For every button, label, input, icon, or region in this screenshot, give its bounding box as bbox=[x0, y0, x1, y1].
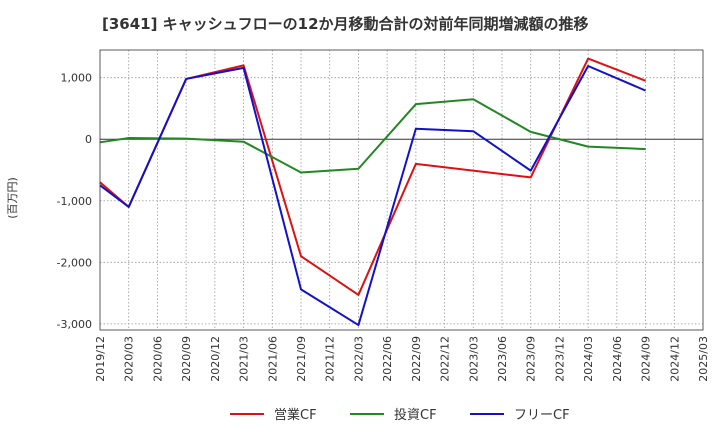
x-tick-label: 2021/09 bbox=[295, 336, 308, 382]
y-tick-label: -2,000 bbox=[57, 256, 92, 269]
y-tick-layer: -3,000 -2,000 -1,000 0 1,000 bbox=[57, 72, 92, 331]
y-tick-label: -1,000 bbox=[57, 195, 92, 208]
x-tick-label: 2024/09 bbox=[640, 336, 653, 382]
x-tick-label: 2025/03 bbox=[697, 336, 710, 382]
x-tick-label: 2021/12 bbox=[324, 336, 337, 382]
x-tick-label: 2022/12 bbox=[439, 336, 452, 382]
x-tick-label: 2019/12 bbox=[94, 336, 107, 382]
x-tick-label: 2021/03 bbox=[238, 336, 251, 382]
grid-layer bbox=[100, 50, 703, 330]
x-tick-label: 2023/12 bbox=[553, 336, 566, 382]
x-tick-label: 2024/03 bbox=[582, 336, 595, 382]
x-tick-label: 2023/09 bbox=[525, 336, 538, 382]
y-axis-label: (百万円) bbox=[6, 177, 19, 219]
series-line bbox=[99, 57, 646, 296]
x-tick-label: 2020/03 bbox=[123, 336, 136, 382]
x-tick-label: 2020/06 bbox=[151, 336, 164, 382]
series-layer bbox=[99, 57, 646, 327]
y-tick-label: 0 bbox=[85, 133, 92, 146]
chart-title: [3641] キャッシュフローの12か月移動合計の対前年同期増減額の推移 bbox=[102, 15, 589, 33]
x-tick-label: 2022/03 bbox=[352, 336, 365, 382]
x-tick-label: 2022/06 bbox=[381, 336, 394, 382]
x-tick-label: 2024/06 bbox=[611, 336, 624, 382]
x-tick-layer: 2019/12 2020/03 2020/06 2020/09 2020/12 2021/… bbox=[94, 336, 710, 382]
x-tick-label: 2023/03 bbox=[467, 336, 480, 382]
series-line bbox=[99, 65, 646, 327]
y-tick-label: -3,000 bbox=[57, 318, 92, 331]
legend-label: フリーCF bbox=[514, 408, 570, 423]
y-tick-label: 1,000 bbox=[61, 72, 93, 85]
legend: 営業CF 投資CF フリーCF bbox=[230, 407, 570, 423]
x-tick-label: 2021/06 bbox=[266, 336, 279, 382]
x-tick-label: 2020/09 bbox=[180, 336, 193, 382]
x-tick-label: 2020/12 bbox=[209, 336, 222, 382]
x-tick-label: 2022/09 bbox=[410, 336, 423, 382]
plot-frame bbox=[99, 49, 704, 331]
x-tick-label: 2023/06 bbox=[496, 336, 509, 382]
x-tick-label: 2024/12 bbox=[668, 336, 681, 382]
legend-label: 営業CF bbox=[274, 407, 317, 423]
legend-label: 投資CF bbox=[394, 407, 437, 423]
